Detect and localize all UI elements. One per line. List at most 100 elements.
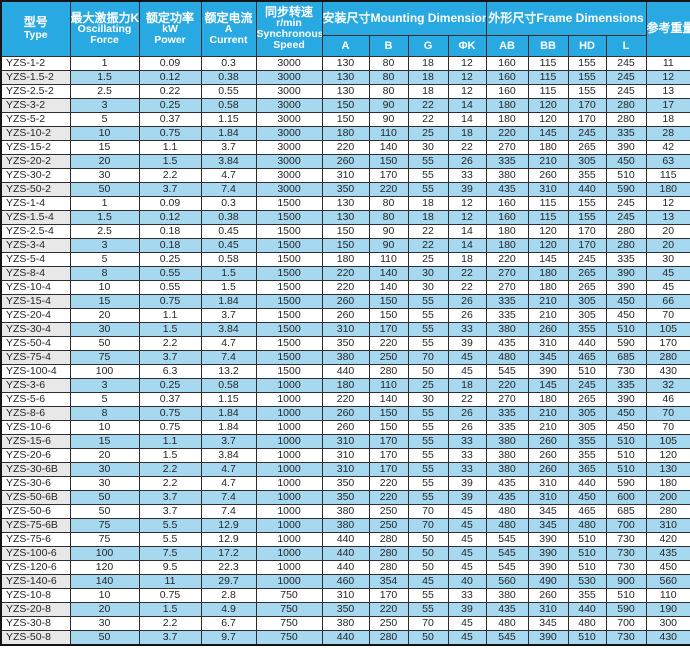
value-cell: 730 <box>605 559 647 575</box>
value-cell: 55 <box>407 307 449 323</box>
value-cell: 590 <box>605 181 647 197</box>
value-cell: 3000 <box>255 69 323 85</box>
model-cell: YZS-10-2 <box>0 125 71 141</box>
col-header-speed-unit: r/min <box>276 17 302 30</box>
value-cell: 6.7 <box>200 615 257 631</box>
value-cell: 250 <box>368 503 409 519</box>
value-cell: 510 <box>567 629 607 645</box>
table-row: YZS-30-6 30 2.2 4.7 1000 350 220 55 39 435 310 440 5… <box>0 475 690 491</box>
value-cell: 100 <box>69 545 140 561</box>
value-cell: 1.15 <box>200 391 257 407</box>
value-cell: 0.25 <box>138 97 202 113</box>
value-cell: 305 <box>567 293 607 309</box>
value-cell: 450 <box>567 489 607 505</box>
value-cell: 115 <box>527 55 569 71</box>
value-cell: 180 <box>485 97 529 113</box>
value-cell: 730 <box>605 531 647 547</box>
value-cell: 55 <box>407 181 449 197</box>
table-row: YZS-1.5-4 1.5 0.12 0.38 1500 130 80 18 12 160 115 1… <box>0 209 690 225</box>
value-cell: 310 <box>527 335 569 351</box>
value-cell: 210 <box>527 153 569 169</box>
value-cell: 280 <box>645 349 690 365</box>
value-cell: 170 <box>567 223 607 239</box>
value-cell: 0.55 <box>200 83 257 99</box>
model-cell: YZS-1-2 <box>0 55 71 71</box>
value-cell: 190 <box>645 601 690 617</box>
model-cell: YZS-8-4 <box>0 265 71 281</box>
value-cell: 180 <box>527 265 569 281</box>
col-header-force-en1: Oscillating <box>77 22 132 35</box>
value-cell: 245 <box>567 251 607 267</box>
model-cell: YZS-3-2 <box>0 97 71 113</box>
value-cell: 130 <box>645 461 690 477</box>
value-cell: 4.7 <box>200 167 257 183</box>
table-row: YZS-50-4 50 2.2 4.7 1500 350 220 55 39 435 310 440 5… <box>0 335 690 351</box>
model-cell: YZS-15-6 <box>0 433 71 449</box>
value-cell: 600 <box>605 489 647 505</box>
value-cell: 435 <box>645 545 690 561</box>
model-cell: YZS-75-6 <box>0 531 71 547</box>
value-cell: 3.84 <box>200 447 257 463</box>
table-row: YZS-10-4 10 0.55 1.5 1500 220 140 30 22 270 180 265… <box>0 279 690 295</box>
value-cell: 510 <box>567 363 607 379</box>
value-cell: 0.09 <box>138 195 202 211</box>
value-cell: 80 <box>368 83 409 99</box>
value-cell: 435 <box>485 475 529 491</box>
value-cell: 5 <box>69 111 140 127</box>
value-cell: 63 <box>645 153 690 169</box>
value-cell: 180 <box>645 475 690 491</box>
value-cell: 545 <box>485 559 529 575</box>
value-cell: 50 <box>407 545 449 561</box>
col-header-current-en: Current <box>209 33 248 46</box>
value-cell: 12.9 <box>200 517 257 533</box>
value-cell: 55 <box>407 461 449 477</box>
value-cell: 280 <box>368 629 409 645</box>
table-row: YZS-10-8 10 0.75 2.8 750 310 170 55 33 380 260 355 5… <box>0 587 690 603</box>
model-cell: YZS-1-4 <box>0 195 71 211</box>
value-cell: 220 <box>368 181 409 197</box>
value-cell: 355 <box>567 447 607 463</box>
value-cell: 22 <box>407 237 449 253</box>
group-header-frame: 外形尺寸Frame Dimensions <box>485 0 647 36</box>
value-cell: 480 <box>485 517 529 533</box>
value-cell: 3000 <box>255 83 323 99</box>
value-cell: 3000 <box>255 111 323 127</box>
value-cell: 10 <box>69 419 140 435</box>
value-cell: 590 <box>605 601 647 617</box>
value-cell: 18 <box>407 83 449 99</box>
model-cell: YZS-100-4 <box>0 363 71 379</box>
value-cell: 10 <box>69 279 140 295</box>
value-cell: 270 <box>485 279 529 295</box>
value-cell: 210 <box>527 405 569 421</box>
value-cell: 440 <box>321 545 370 561</box>
value-cell: 220 <box>321 139 370 155</box>
value-cell: 1500 <box>255 349 323 365</box>
value-cell: 335 <box>485 307 529 323</box>
table-row: YZS-10-6 10 0.75 1.84 1000 260 150 55 26 335 210 30… <box>0 419 690 435</box>
value-cell: 750 <box>255 587 323 603</box>
value-cell: 510 <box>605 461 647 477</box>
value-cell: 265 <box>567 265 607 281</box>
col-header-power-zh: 额定功率 <box>145 10 194 25</box>
value-cell: 300 <box>645 615 690 631</box>
value-cell: 18 <box>407 69 449 85</box>
value-cell: 180 <box>527 139 569 155</box>
value-cell: 280 <box>605 223 647 239</box>
table-row: YZS-100-6 100 7.5 17.2 1000 440 280 50 45 545 390 5… <box>0 545 690 561</box>
value-cell: 160 <box>485 209 529 225</box>
value-cell: 220 <box>321 279 370 295</box>
value-cell: 3.7 <box>200 139 257 155</box>
value-cell: 3.84 <box>200 321 257 337</box>
value-cell: 25 <box>407 377 449 393</box>
value-cell: 260 <box>321 405 370 421</box>
value-cell: 1.5 <box>200 279 257 295</box>
value-cell: 20 <box>69 447 140 463</box>
value-cell: 120 <box>645 447 690 463</box>
value-cell: 510 <box>605 433 647 449</box>
value-cell: 39 <box>447 601 487 617</box>
value-cell: 0.3 <box>200 55 257 71</box>
value-cell: 39 <box>447 335 487 351</box>
model-cell: YZS-30-6 <box>0 475 71 491</box>
value-cell: 380 <box>321 503 370 519</box>
value-cell: 80 <box>368 55 409 71</box>
